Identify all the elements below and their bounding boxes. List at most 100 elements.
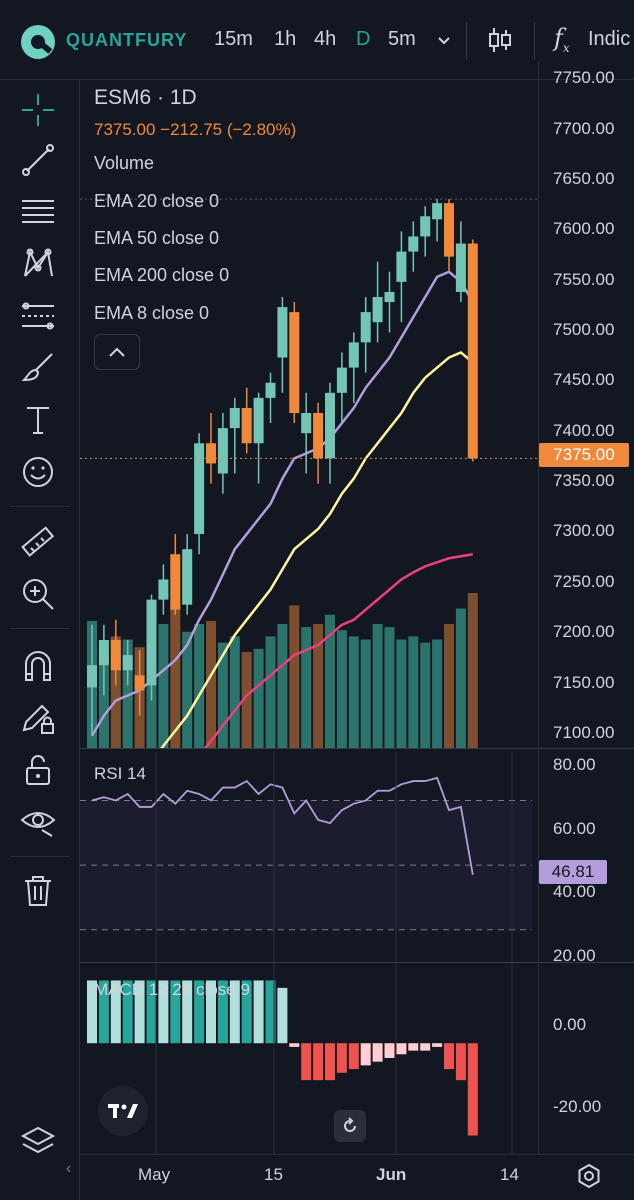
legend-volume[interactable]: Volume <box>94 153 155 173</box>
price-tick: 7250.00 <box>553 572 615 591</box>
price-axis[interactable]: 7750.00 7700.00 7650.00 7600.00 7550.00 … <box>538 62 634 1154</box>
macd-histogram-bar <box>158 980 169 1044</box>
symbol-title[interactable]: ESM6 · 1D <box>94 86 197 109</box>
macd-histogram-bar <box>277 987 288 1044</box>
candlestick-chart-type-icon[interactable] <box>486 26 514 54</box>
volume-bar <box>408 636 419 748</box>
candle-body <box>289 312 300 413</box>
candle-body <box>325 392 335 459</box>
brush-tool[interactable] <box>18 348 58 388</box>
reset-chart-button[interactable] <box>334 1110 366 1142</box>
forecast-icon <box>22 302 54 330</box>
timeframe-5m[interactable]: 5m <box>388 28 416 50</box>
timeframe-d[interactable]: D <box>356 28 371 50</box>
volume-bar <box>325 614 335 748</box>
legend-ema50[interactable]: EMA 50 close 0 <box>94 228 220 248</box>
unlock-tool[interactable] <box>18 750 58 790</box>
macd-histogram-bar <box>170 980 181 1044</box>
volume-bar <box>289 605 300 748</box>
pattern-tool[interactable] <box>18 244 58 284</box>
volume-bar <box>110 636 121 748</box>
pane-separator[interactable] <box>80 748 634 749</box>
macd-histogram-bar <box>217 980 228 1044</box>
emoji-tool[interactable] <box>18 452 58 492</box>
candle-body <box>396 251 407 282</box>
volume-bar <box>217 642 228 748</box>
pane-separator[interactable] <box>80 962 634 963</box>
fib-retracement-tool[interactable] <box>18 192 58 232</box>
candle-body <box>265 382 276 398</box>
price-tick: 7300.00 <box>553 521 615 540</box>
volume-bar <box>194 624 205 748</box>
reset-icon <box>344 1117 356 1132</box>
candle-body <box>253 397 264 444</box>
trend-line-tool[interactable] <box>18 140 58 180</box>
volume-bar <box>98 651 109 748</box>
forecasting-tool[interactable] <box>18 296 58 336</box>
candle-body <box>241 407 252 444</box>
gear-icon[interactable] <box>576 1163 602 1189</box>
time-axis[interactable]: May 15 Jun 14 <box>80 1154 634 1200</box>
price-tick: 7700.00 <box>553 119 615 138</box>
rsi-value-label: 46.81 <box>539 860 607 884</box>
toolbar-divider <box>534 22 535 60</box>
legend-ema20[interactable]: EMA 20 close 0 <box>94 191 220 211</box>
text-tool[interactable] <box>18 400 58 440</box>
rsi-title[interactable]: RSI 14 <box>94 764 146 783</box>
price-tick: 7650.00 <box>553 169 615 188</box>
last-price-label: 7375.00 <box>539 443 629 467</box>
chevron-down-icon[interactable] <box>434 30 454 50</box>
volume-bar <box>360 639 371 748</box>
visibility-tool[interactable] <box>18 800 58 840</box>
volume-bar <box>444 624 454 748</box>
price-pane <box>80 198 538 748</box>
candle-body <box>444 203 454 257</box>
chevron-up-icon <box>109 347 125 357</box>
crosshair-tool[interactable] <box>18 90 58 130</box>
pencil-lock-icon <box>22 704 54 734</box>
macd-histogram-bar <box>467 1043 478 1136</box>
candle-body <box>87 665 97 688</box>
time-label: May <box>138 1165 171 1184</box>
chart-canvas[interactable] <box>80 62 538 1154</box>
legend-ema8[interactable]: EMA 8 close 0 <box>94 303 210 323</box>
candle-body <box>206 443 216 464</box>
macd-histogram-bar <box>134 980 145 1044</box>
timeframe-4h[interactable]: 4h <box>314 28 337 50</box>
crosshair-icon <box>22 94 54 126</box>
macd-histogram-bar <box>182 980 193 1044</box>
collapse-toolbar-icon[interactable]: ‹ <box>66 1160 72 1177</box>
legend-ema200[interactable]: EMA 200 close 0 <box>94 265 230 285</box>
tradingview-logo[interactable] <box>98 1086 148 1136</box>
macd-title[interactable]: MACD 12 26 close 9 <box>94 980 250 999</box>
magnet-tool[interactable] <box>18 646 58 686</box>
timeframe-15m[interactable]: 15m <box>214 28 253 50</box>
macd-histogram-bar <box>408 1043 419 1051</box>
macd-tick: -20.00 <box>553 1097 602 1116</box>
delete-tool[interactable] <box>18 870 58 910</box>
magnet-icon <box>25 651 51 681</box>
measure-tool[interactable] <box>18 522 58 562</box>
toolbar-divider <box>10 856 70 857</box>
rsi-line <box>91 776 474 875</box>
trash-icon <box>25 876 51 906</box>
candle-body <box>134 675 145 691</box>
trend-line-icon <box>22 144 54 176</box>
macd-histogram-bar <box>444 1043 454 1070</box>
indicators-fx-icon[interactable]: fx <box>554 24 570 55</box>
candle-body <box>170 554 181 610</box>
indicators-button[interactable]: Indic <box>588 28 631 50</box>
timeframe-1h[interactable]: 1h <box>274 28 297 50</box>
zoom-in-tool[interactable] <box>18 574 58 614</box>
object-tree-tool[interactable] <box>18 1122 58 1162</box>
macd-histogram-bar <box>301 1043 312 1081</box>
volume-bar <box>348 636 359 748</box>
candle-body <box>408 236 419 252</box>
collapse-legend-button[interactable] <box>94 334 140 370</box>
time-label: 15 <box>264 1165 283 1184</box>
volume-bar <box>432 639 443 748</box>
lock-drawings-tool[interactable] <box>18 698 58 738</box>
text-icon <box>27 407 49 434</box>
top-toolbar: QUANTFURY 15m 1h 4h D 5m fx Indic <box>0 0 634 80</box>
